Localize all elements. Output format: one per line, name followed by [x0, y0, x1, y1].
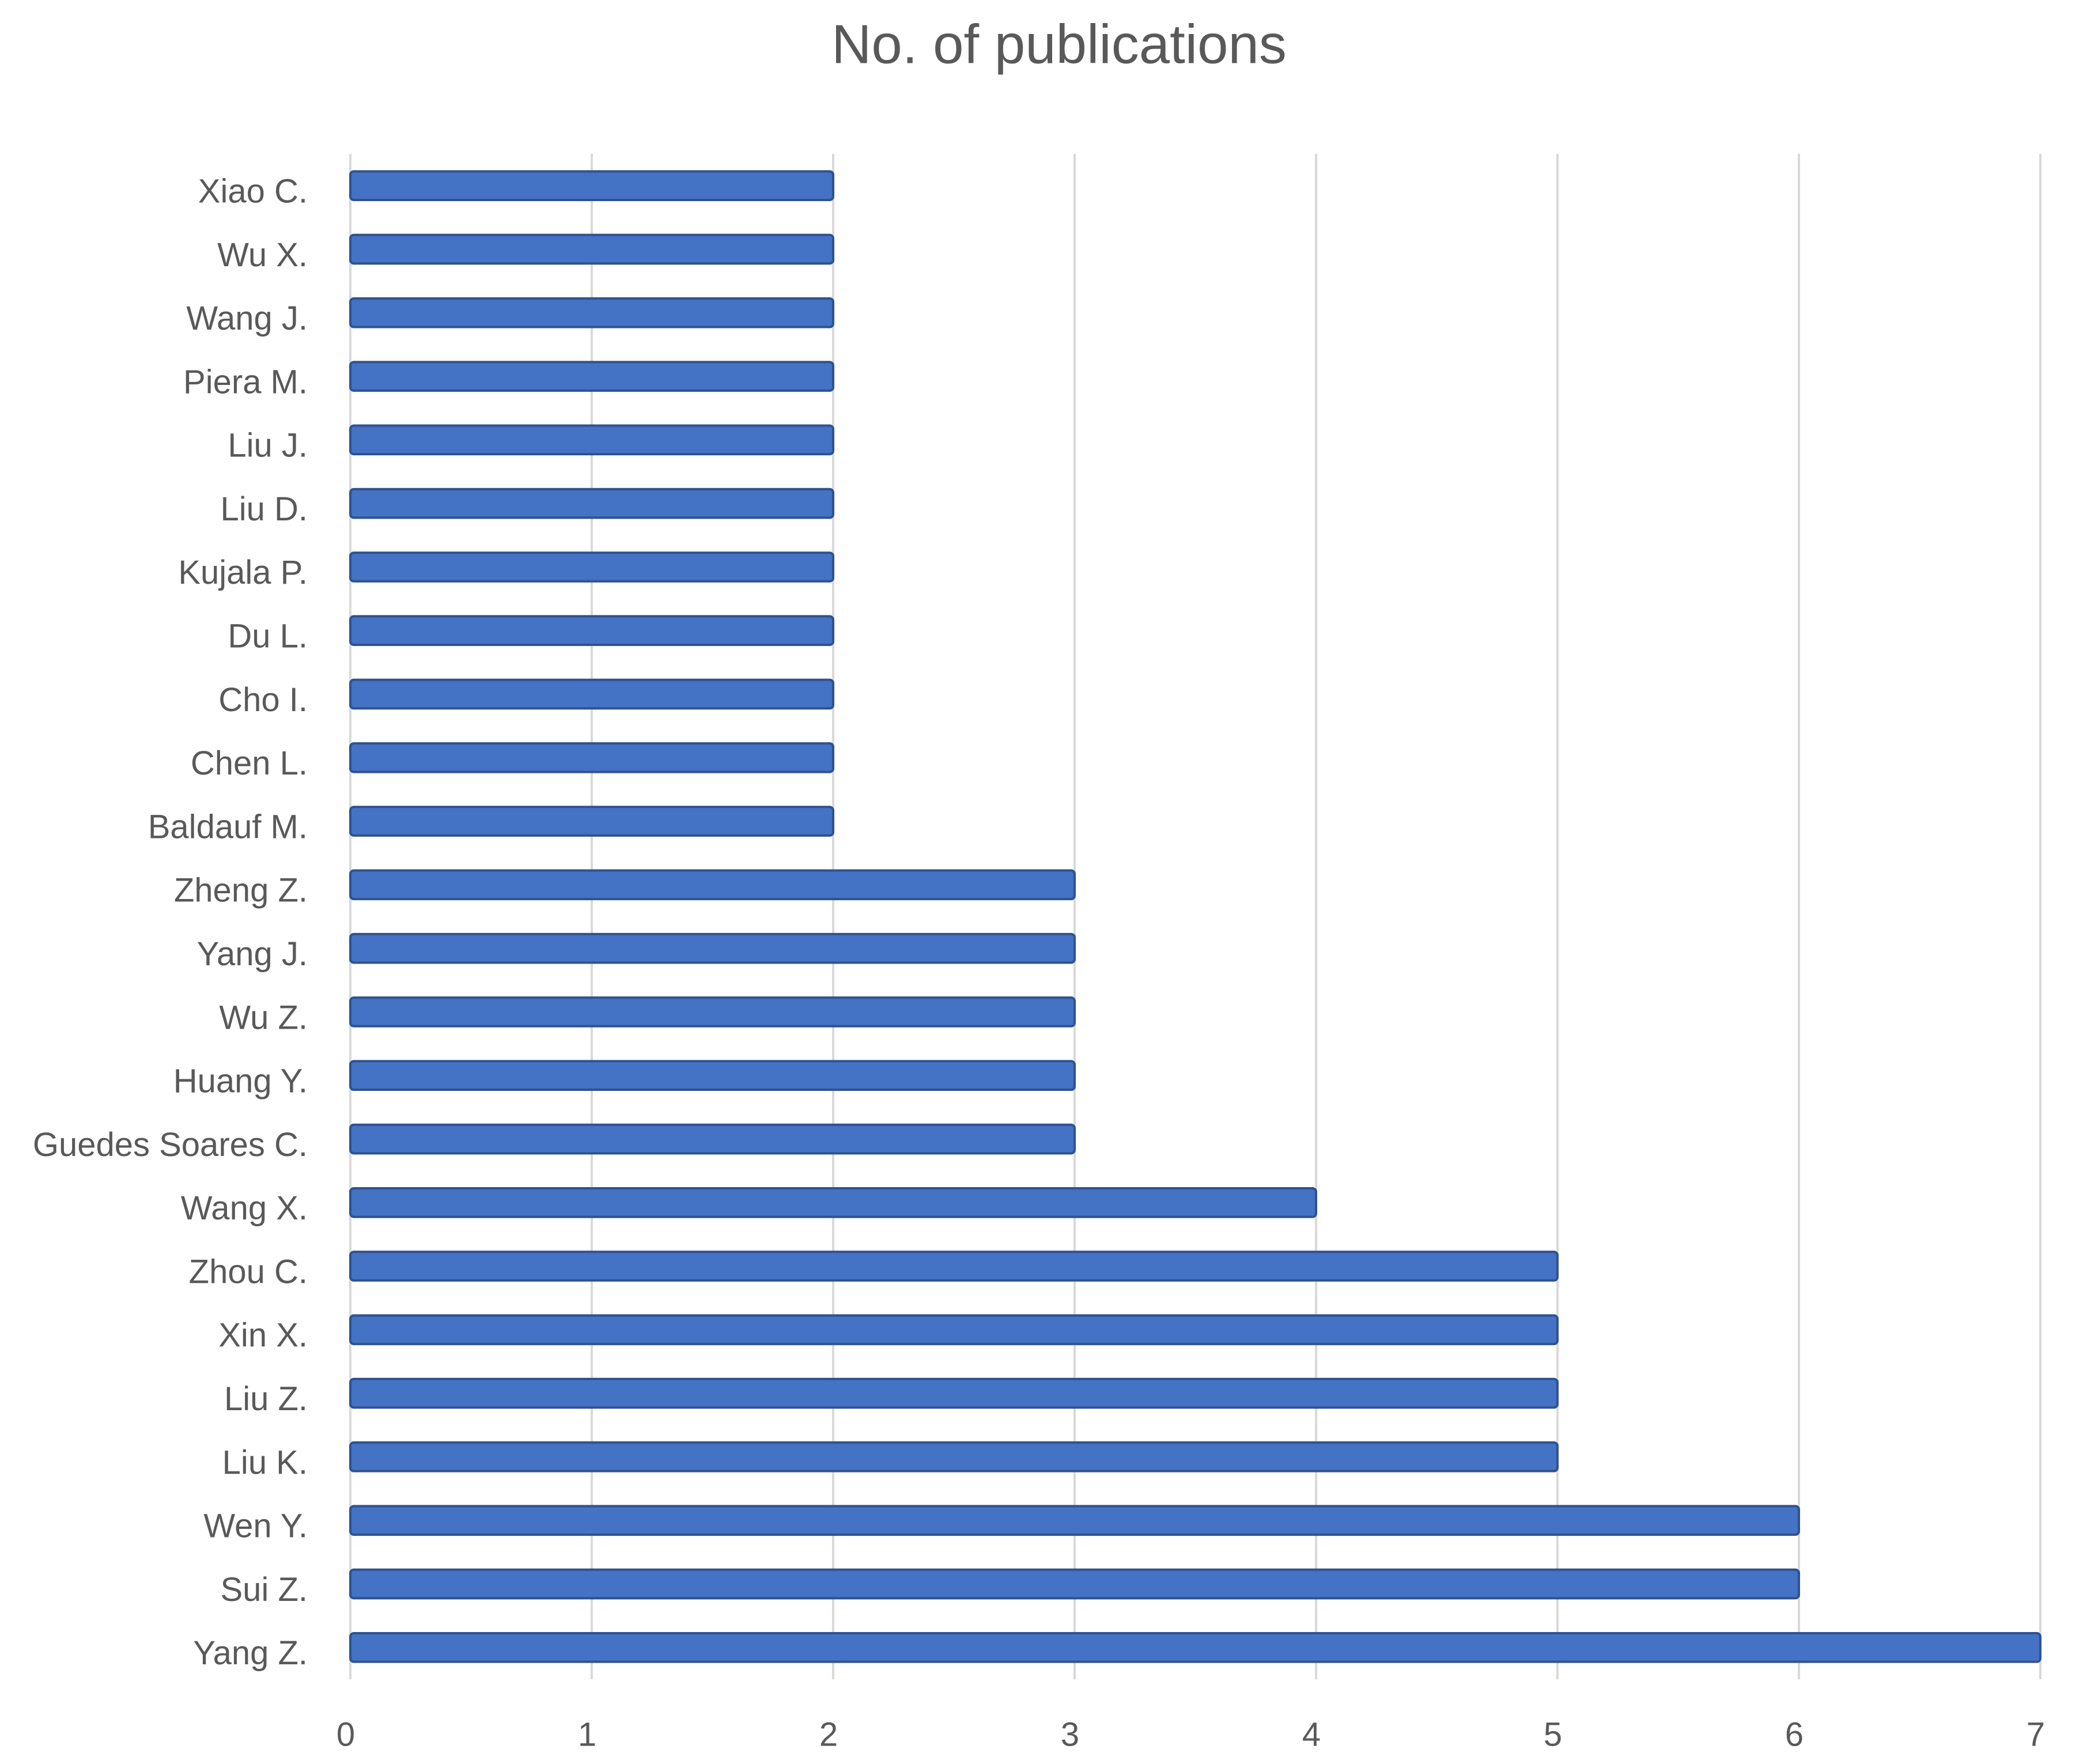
bar-group	[349, 1187, 1317, 1218]
bar-group	[349, 869, 1076, 901]
y-tick-label: Wang J.	[186, 300, 308, 337]
y-tick-label: Baldauf M.	[148, 808, 308, 845]
x-tick-label: 0	[337, 1716, 355, 1753]
bar-group	[349, 1060, 1076, 1091]
x-tick-label: 5	[1544, 1716, 1562, 1753]
x-tick-label: 2	[819, 1716, 838, 1753]
bar	[349, 1568, 1800, 1600]
y-tick-label: Wen Y.	[203, 1508, 308, 1545]
y-tick-label: Sui Z.	[221, 1571, 308, 1608]
y-tick-label: Yang J.	[197, 935, 308, 973]
y-tick-label: Liu D.	[220, 490, 308, 528]
bar	[349, 170, 834, 201]
bar	[349, 932, 1076, 964]
bar-group	[349, 678, 834, 710]
bar	[349, 1377, 1559, 1409]
bar-group	[349, 424, 834, 456]
y-tick-label: Wu Z.	[219, 999, 308, 1036]
bar	[349, 552, 834, 583]
bar-group	[349, 806, 834, 837]
bar-group	[349, 233, 834, 265]
bar	[349, 361, 834, 392]
bar-group	[349, 932, 1076, 964]
y-tick-label: Zheng Z.	[174, 872, 308, 909]
bar-group	[349, 552, 834, 583]
y-tick-label: Guedes Soares C.	[33, 1126, 308, 1164]
y-tick-label: Liu K.	[222, 1444, 308, 1481]
bar	[349, 1314, 1559, 1346]
bar	[349, 1187, 1317, 1218]
x-tick-label: 3	[1061, 1716, 1079, 1753]
bar	[349, 996, 1076, 1028]
bar	[349, 1505, 1800, 1536]
y-tick-label: Du L.	[228, 618, 308, 655]
bar	[349, 233, 834, 265]
bar-group	[349, 1632, 2041, 1663]
bar-group	[349, 1251, 1559, 1282]
bar-group	[349, 1377, 1559, 1409]
bar	[349, 806, 834, 837]
y-tick-label: Xin X.	[218, 1317, 308, 1354]
chart-title: No. of publications	[831, 13, 1287, 75]
bar-group	[349, 1314, 1559, 1346]
x-tick-label: 4	[1302, 1716, 1321, 1753]
y-tick-label: Liu Z.	[224, 1380, 308, 1418]
bar-group	[349, 615, 834, 647]
bar	[349, 1441, 1559, 1472]
bar-group	[349, 1441, 1559, 1472]
bar	[349, 297, 834, 328]
y-tick-label: Zhou C.	[189, 1253, 308, 1290]
bar	[349, 488, 834, 519]
bar	[349, 1251, 1559, 1282]
bar	[349, 1060, 1076, 1091]
y-tick-label: Wu X.	[217, 236, 308, 274]
bar	[349, 1632, 2041, 1663]
bar	[349, 1123, 1076, 1155]
x-tick-label: 7	[2026, 1716, 2045, 1753]
bar	[349, 742, 834, 773]
y-tick-label: Liu J.	[228, 427, 308, 464]
bar	[349, 424, 834, 456]
bar	[349, 869, 1076, 901]
x-tick-label: 1	[578, 1716, 596, 1753]
y-tick-label: Kujala P.	[178, 554, 308, 591]
bar-group	[349, 742, 834, 773]
y-tick-label: Xiao C.	[198, 172, 308, 210]
bar-group	[349, 1505, 1800, 1536]
bar-group	[349, 361, 834, 392]
y-tick-label: Wang X.	[181, 1189, 308, 1227]
y-tick-label: Cho I.	[218, 681, 308, 719]
bar-group	[349, 488, 834, 519]
bar-group	[349, 170, 834, 201]
bar-group	[349, 1568, 1800, 1600]
y-tick-label: Yang Z.	[193, 1634, 308, 1672]
bar-group	[349, 996, 1076, 1028]
bar-group	[349, 1123, 1076, 1155]
bar	[349, 615, 834, 647]
y-tick-label: Chen L.	[191, 745, 308, 782]
bar-group	[349, 297, 834, 328]
y-tick-label: Piera M.	[183, 363, 308, 401]
x-tick-label: 6	[1785, 1716, 1804, 1753]
bar	[349, 678, 834, 710]
y-tick-label: Huang Y.	[173, 1063, 308, 1100]
